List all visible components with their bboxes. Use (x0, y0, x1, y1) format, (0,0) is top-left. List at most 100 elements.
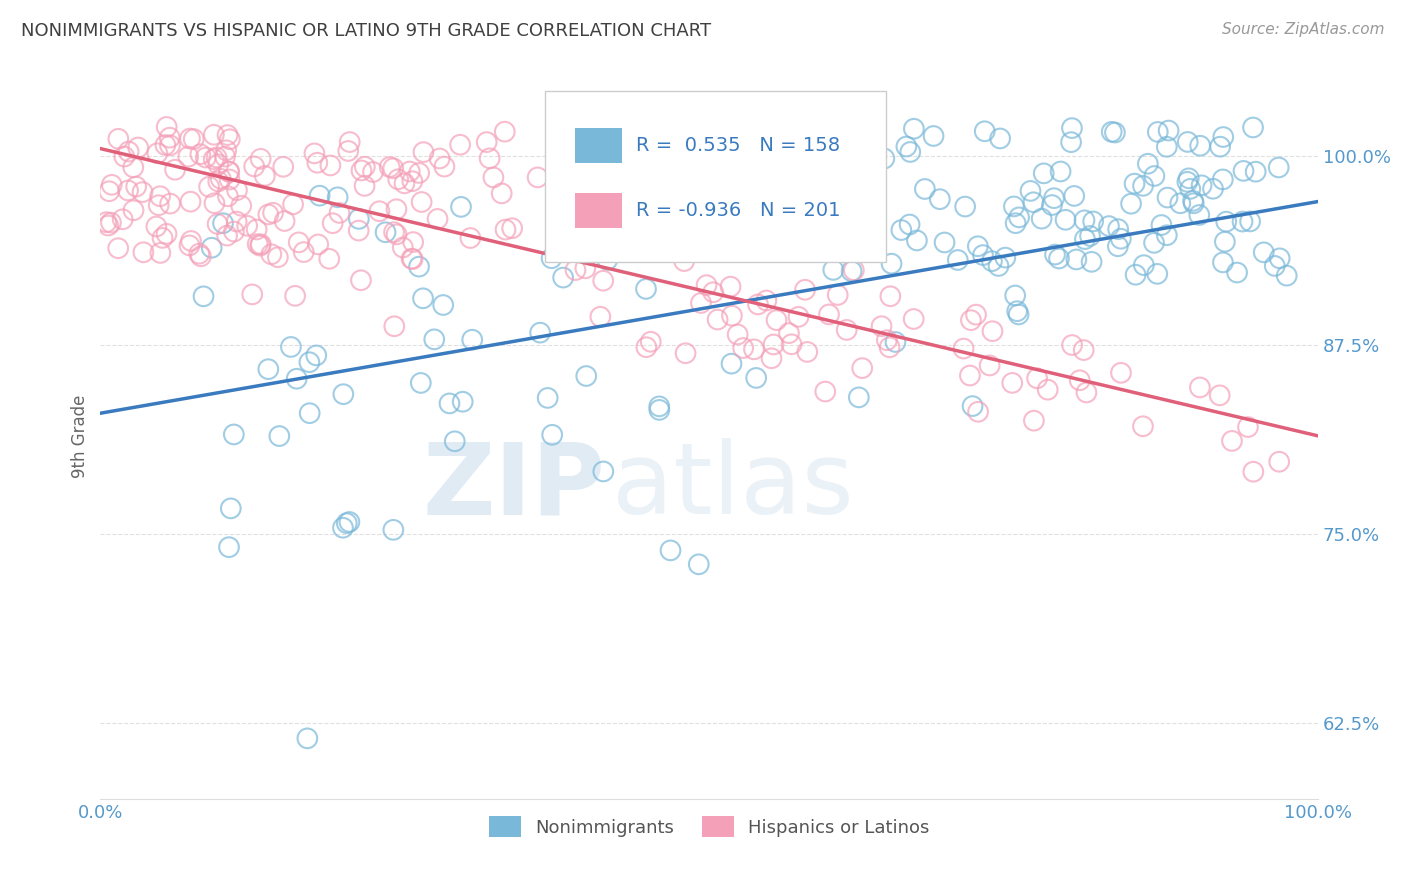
Point (217, 228, 239, 243)
Point (1180, 182, 1202, 196)
Text: Source: ZipAtlas.com: Source: ZipAtlas.com (1222, 22, 1385, 37)
Point (1209, 139, 1232, 153)
Point (409, 376, 432, 390)
Point (1177, 135, 1199, 149)
Point (1268, 252, 1291, 266)
Point (879, 340, 901, 354)
Point (1175, 175, 1198, 189)
Point (898, 145, 921, 159)
Point (1215, 214, 1237, 228)
Point (564, 263, 586, 277)
Point (461, 333, 484, 347)
Point (122, 203, 145, 218)
Point (1212, 172, 1234, 186)
Point (353, 178, 375, 193)
Point (394, 177, 416, 191)
Point (922, 128, 945, 143)
Point (180, 194, 202, 209)
Point (308, 188, 330, 202)
Point (1031, 211, 1053, 226)
Point (1178, 171, 1201, 186)
Point (823, 263, 845, 277)
Point (1244, 164, 1267, 178)
Point (898, 218, 921, 232)
Point (297, 731, 319, 746)
Point (778, 326, 800, 340)
Point (260, 247, 283, 261)
Point (765, 313, 787, 327)
Point (204, 196, 226, 211)
Point (218, 165, 240, 179)
Point (177, 150, 200, 164)
Point (818, 307, 841, 321)
Point (271, 160, 294, 174)
Point (202, 152, 225, 166)
Point (1119, 196, 1142, 211)
Point (408, 166, 430, 180)
Point (180, 234, 202, 248)
Point (602, 120, 624, 134)
Point (98, 184, 121, 198)
Point (374, 225, 396, 239)
Point (148, 198, 170, 212)
Point (965, 308, 987, 322)
Point (952, 342, 974, 356)
Point (131, 185, 153, 199)
Point (616, 235, 638, 250)
Point (361, 165, 384, 179)
Point (382, 523, 405, 537)
Y-axis label: 9th Grade: 9th Grade (72, 394, 89, 477)
Point (934, 235, 956, 250)
Point (1125, 268, 1147, 282)
Point (1032, 166, 1054, 180)
Text: R = -0.936   N = 201: R = -0.936 N = 201 (636, 202, 841, 220)
Point (112, 150, 135, 164)
Point (280, 340, 302, 354)
Point (152, 231, 174, 245)
Point (1146, 267, 1168, 281)
Point (179, 131, 201, 145)
Point (353, 160, 375, 174)
Point (304, 146, 326, 161)
Point (165, 162, 187, 177)
Point (1253, 245, 1275, 260)
Point (702, 285, 724, 300)
Point (401, 174, 423, 188)
Point (328, 206, 350, 220)
Point (1036, 383, 1059, 397)
Point (981, 324, 1004, 338)
Point (339, 515, 361, 529)
Point (322, 216, 344, 230)
Point (686, 198, 709, 212)
Point (336, 516, 359, 530)
Point (1040, 198, 1063, 212)
Point (848, 390, 870, 404)
Point (1073, 343, 1095, 357)
Point (1213, 235, 1236, 249)
Point (688, 558, 710, 572)
Point (214, 150, 236, 164)
Point (155, 138, 177, 153)
Point (368, 204, 391, 219)
Point (107, 241, 129, 255)
Point (475, 135, 498, 149)
Point (592, 274, 614, 288)
Point (1239, 214, 1261, 228)
Point (814, 384, 837, 399)
Point (648, 400, 671, 414)
Point (879, 289, 901, 303)
Point (284, 289, 307, 303)
Point (382, 161, 405, 176)
Point (755, 293, 778, 308)
Point (240, 287, 263, 301)
Point (914, 182, 936, 196)
Point (1136, 157, 1159, 171)
Point (194, 151, 217, 165)
Point (243, 160, 266, 174)
Point (780, 231, 803, 245)
Point (426, 211, 449, 226)
Point (350, 163, 373, 178)
Point (959, 368, 981, 383)
Point (946, 252, 969, 267)
Point (690, 296, 713, 310)
